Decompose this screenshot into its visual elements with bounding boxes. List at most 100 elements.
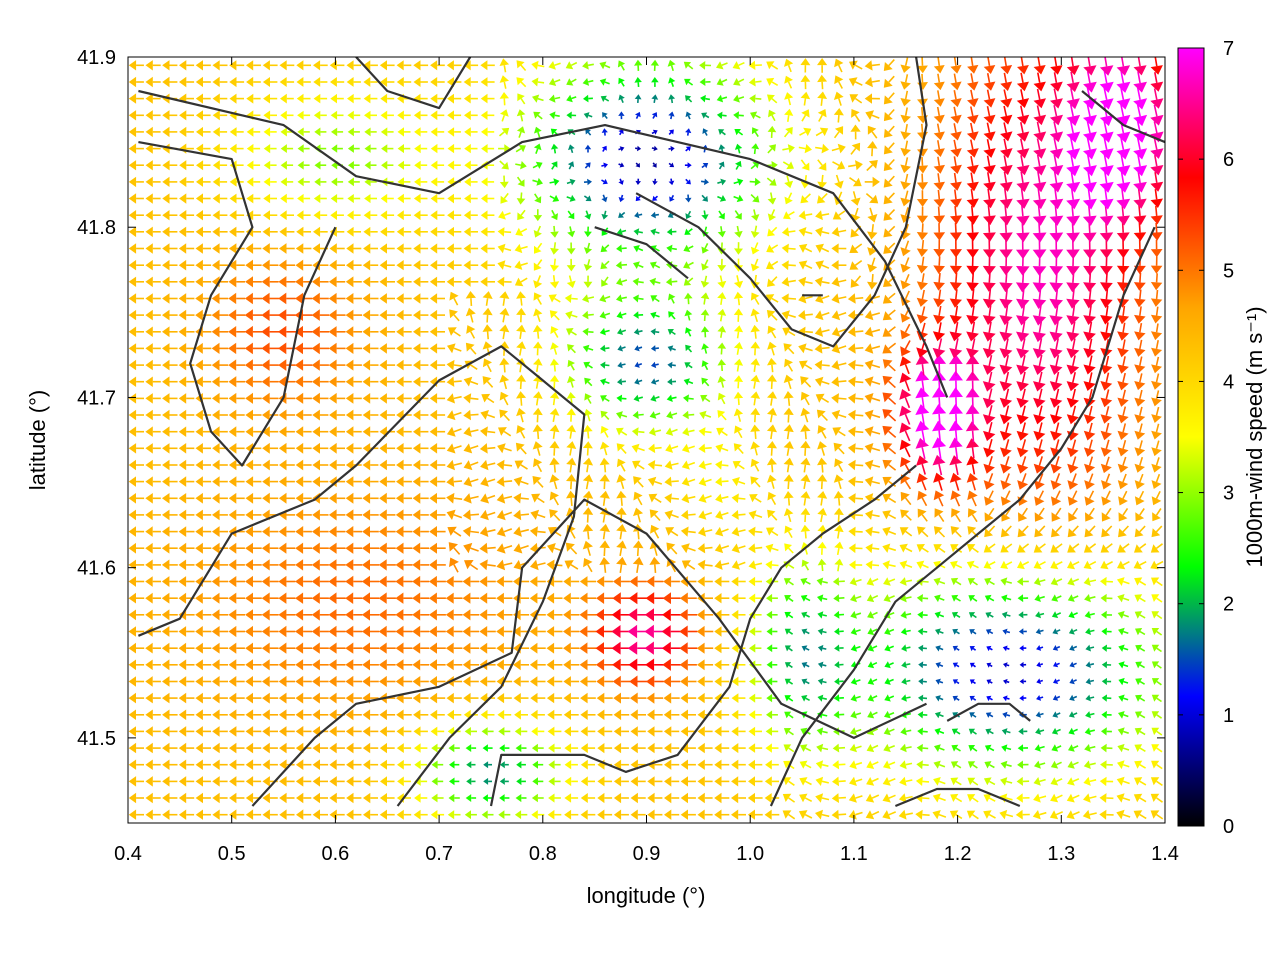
- wind-arrow: [784, 611, 794, 619]
- wind-arrow: [1133, 272, 1146, 291]
- wind-arrow: [196, 176, 211, 187]
- wind-arrow: [1017, 525, 1029, 538]
- wind-arrow: [952, 695, 960, 702]
- wind-arrow: [579, 625, 597, 638]
- wind-arrow: [245, 426, 262, 438]
- wind-arrow: [345, 609, 363, 621]
- wind-arrow: [179, 193, 194, 204]
- wind-arrow: [767, 474, 777, 489]
- wind-arrow: [412, 542, 429, 554]
- wind-arrow: [128, 409, 144, 421]
- wind-arrow: [1034, 490, 1045, 506]
- wind-arrow: [666, 394, 677, 402]
- wind-arrow: [145, 476, 161, 487]
- wind-arrow: [395, 675, 413, 687]
- wind-arrow: [1100, 272, 1113, 292]
- wind-arrow: [212, 776, 228, 787]
- colorbar-label: 1000m-wind speed (m s⁻¹): [1242, 306, 1267, 567]
- wind-arrow: [628, 592, 648, 605]
- wind-arrow: [1100, 422, 1112, 441]
- wind-arrow: [618, 111, 625, 120]
- wind-arrow: [697, 676, 713, 687]
- wind-arrow: [429, 676, 446, 687]
- wind-arrow: [965, 371, 980, 393]
- wind-arrow: [498, 727, 511, 736]
- wind-arrow: [882, 359, 896, 372]
- wind-arrow: [679, 659, 697, 671]
- wind-arrow: [815, 776, 829, 786]
- wind-arrow: [480, 476, 496, 487]
- wind-arrow: [682, 427, 695, 437]
- wind-arrow: [145, 343, 161, 354]
- wind-arrow: [932, 420, 947, 443]
- wind-arrow: [1134, 406, 1146, 424]
- wind-arrow: [212, 692, 228, 704]
- wind-arrow: [412, 592, 430, 604]
- wind-arrow: [413, 110, 428, 121]
- wind-arrow: [599, 490, 610, 506]
- wind-arrow: [865, 110, 880, 120]
- wind-arrow: [1017, 543, 1030, 553]
- wind-arrow: [784, 595, 794, 602]
- wind-arrow: [1049, 355, 1063, 375]
- wind-arrow: [312, 409, 329, 421]
- wind-arrow: [749, 177, 761, 186]
- wind-arrow: [566, 424, 577, 439]
- wind-arrow: [950, 156, 962, 174]
- wind-arrow: [750, 324, 760, 339]
- wind-arrow: [717, 410, 727, 421]
- wind-arrow: [312, 376, 329, 388]
- wind-arrow: [701, 163, 709, 169]
- wind-arrow: [496, 576, 513, 587]
- wind-arrow: [918, 644, 927, 652]
- wind-arrow: [429, 343, 446, 354]
- wind-arrow: [145, 776, 161, 787]
- wind-arrow: [162, 160, 178, 171]
- wind-arrow: [648, 427, 662, 436]
- wind-arrow: [482, 376, 494, 388]
- wind-arrow: [295, 609, 313, 621]
- wind-arrow: [612, 592, 631, 605]
- wind-arrow: [1083, 321, 1096, 342]
- wind-arrow: [379, 492, 396, 504]
- wind-arrow: [883, 192, 895, 205]
- wind-arrow: [128, 526, 145, 537]
- wind-arrow: [733, 408, 744, 422]
- wind-arrow: [412, 659, 429, 671]
- wind-arrow: [345, 692, 362, 704]
- wind-arrow: [546, 642, 563, 654]
- wind-arrow: [161, 609, 178, 621]
- wind-arrow: [784, 175, 794, 189]
- wind-arrow: [579, 676, 596, 687]
- wind-arrow: [882, 543, 897, 553]
- wind-arrow: [865, 192, 879, 204]
- wind-arrow: [599, 441, 610, 456]
- wind-arrow: [1050, 777, 1063, 786]
- wind-arrow: [212, 243, 228, 254]
- wind-arrow: [1050, 793, 1063, 803]
- wind-arrow: [767, 391, 777, 406]
- wind-arrow: [1150, 239, 1163, 258]
- wind-arrow: [412, 459, 429, 471]
- wind-arrow: [784, 662, 793, 669]
- wind-arrow: [329, 409, 346, 421]
- wind-arrow: [463, 692, 479, 704]
- wind-arrow: [933, 223, 946, 241]
- wind-arrow: [379, 809, 395, 820]
- wind-arrow: [599, 294, 611, 303]
- wind-arrow: [278, 609, 296, 621]
- wind-arrow: [313, 93, 328, 104]
- wind-arrow: [801, 678, 810, 685]
- wind-arrow: [412, 526, 429, 538]
- wind-arrow: [1050, 560, 1063, 570]
- wind-arrow: [666, 542, 678, 555]
- wind-arrow: [1069, 694, 1078, 701]
- wind-arrow: [263, 110, 277, 121]
- wind-arrow: [597, 776, 612, 787]
- wind-arrow: [479, 443, 496, 454]
- wind-arrow: [765, 726, 779, 736]
- wind-arrow: [565, 61, 578, 70]
- wind-arrow: [1151, 340, 1163, 357]
- wind-arrow: [715, 443, 729, 453]
- wind-arrow: [967, 761, 978, 769]
